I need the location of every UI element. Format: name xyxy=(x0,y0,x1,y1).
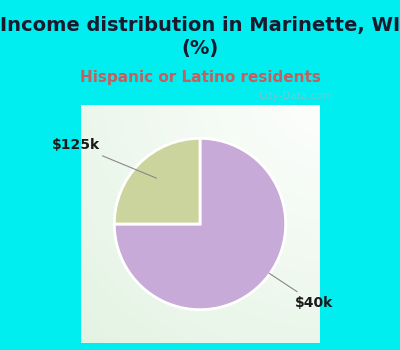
Text: City-Data.com: City-Data.com xyxy=(258,91,333,101)
Text: Income distribution in Marinette, WI
(%): Income distribution in Marinette, WI (%) xyxy=(0,16,400,58)
Text: $40k: $40k xyxy=(269,273,333,310)
Text: Hispanic or Latino residents: Hispanic or Latino residents xyxy=(80,70,320,85)
Wedge shape xyxy=(114,138,286,310)
Text: $125k: $125k xyxy=(52,138,156,178)
Wedge shape xyxy=(114,138,200,224)
